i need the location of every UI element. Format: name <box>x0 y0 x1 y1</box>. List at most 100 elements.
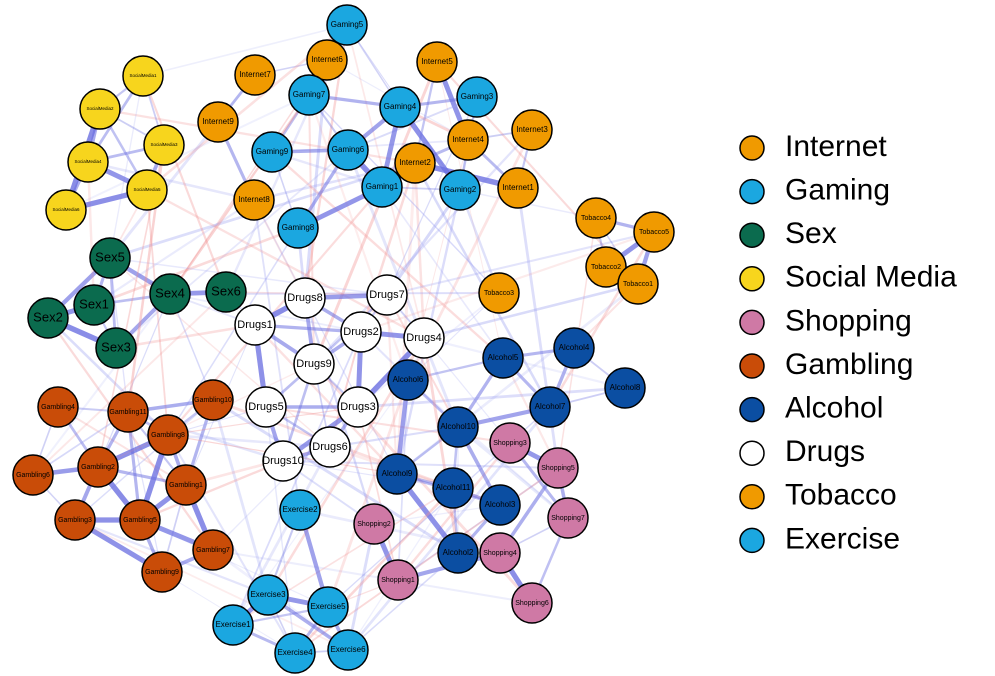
node <box>247 574 289 616</box>
edge <box>93 199 255 306</box>
node <box>353 503 395 545</box>
node <box>245 386 287 428</box>
node <box>293 343 335 385</box>
node <box>212 604 254 646</box>
node-label: Gaming8 <box>282 223 315 232</box>
edge <box>457 425 569 520</box>
node <box>403 317 445 359</box>
legend-marker <box>739 527 765 554</box>
node <box>288 74 330 116</box>
edge <box>127 411 163 573</box>
node <box>306 39 348 81</box>
nodes: Internet7 Internet6 Internet5 Internet9 Inte… <box>12 4 675 674</box>
edge <box>32 293 171 476</box>
legend-marker <box>739 309 765 336</box>
node <box>497 167 539 209</box>
node-label: Shopping2 <box>357 521 391 528</box>
node <box>205 271 247 313</box>
node-label: Exercise4 <box>277 648 313 657</box>
legend-label: Shopping <box>785 304 912 337</box>
node-label: Drugs7 <box>369 289 404 301</box>
node <box>192 379 234 421</box>
node <box>122 55 164 97</box>
node <box>489 422 531 464</box>
node <box>439 169 481 211</box>
edge <box>423 282 639 340</box>
node <box>95 327 137 369</box>
node-label: Internet8 <box>238 195 270 204</box>
legend-label: Gaming <box>785 174 890 207</box>
node-label: Alcohol9 <box>382 469 413 478</box>
node-label: Shopping3 <box>493 440 527 447</box>
edge <box>397 467 559 581</box>
legend-label: Exercise <box>785 522 900 555</box>
legend-marker <box>739 135 765 161</box>
node <box>394 142 436 184</box>
edge <box>109 257 388 296</box>
node <box>553 327 595 369</box>
edge <box>422 337 460 554</box>
legend-label: Alcohol <box>785 392 883 425</box>
node <box>37 386 79 428</box>
edge <box>108 74 257 259</box>
edge <box>407 292 500 381</box>
node <box>234 304 276 346</box>
node-label: Drugs2 <box>343 326 378 338</box>
node <box>251 131 293 173</box>
edge <box>74 519 349 651</box>
node-label: Drugs3 <box>340 401 375 413</box>
node-label: Gambling4 <box>41 404 75 411</box>
node-label: Exercise2 <box>282 505 318 514</box>
edge <box>211 399 270 596</box>
node <box>165 464 207 506</box>
edge <box>115 323 256 350</box>
node-label: Shopping4 <box>483 550 517 557</box>
node-label: Alcohol10 <box>440 422 476 431</box>
node-label: Shopping7 <box>551 515 585 522</box>
node <box>233 179 275 221</box>
edge <box>139 519 329 608</box>
node <box>479 532 521 574</box>
node-label: Gambling7 <box>196 547 230 554</box>
edge <box>548 231 656 408</box>
node-label: Tobacco3 <box>484 290 514 297</box>
edge <box>282 460 454 489</box>
legend-label: Social Media <box>785 261 957 294</box>
node <box>234 54 276 96</box>
node <box>340 311 382 353</box>
node <box>387 359 429 401</box>
node <box>79 88 121 130</box>
legend-marker <box>739 440 765 466</box>
node <box>437 406 479 448</box>
legend-marker <box>739 222 765 248</box>
edge <box>86 161 96 306</box>
node <box>604 367 646 409</box>
node <box>119 499 161 541</box>
node <box>529 386 571 428</box>
edge <box>87 160 255 202</box>
node <box>337 386 379 428</box>
legend-marker <box>739 353 765 379</box>
edge <box>347 552 459 651</box>
edge <box>385 189 462 296</box>
node <box>547 497 589 539</box>
node <box>45 189 87 231</box>
edge <box>423 336 626 390</box>
node-label: Gambling3 <box>58 517 92 524</box>
edge <box>346 523 376 651</box>
node <box>326 4 368 46</box>
node-label: Gambling11 <box>109 409 146 416</box>
node-label: Drugs8 <box>287 292 322 304</box>
node <box>432 467 474 509</box>
node-label: Exercise1 <box>215 620 251 629</box>
node <box>126 169 168 211</box>
node-label: Sex5 <box>95 249 125 264</box>
edge <box>146 189 169 436</box>
node <box>377 559 419 601</box>
node <box>361 166 403 208</box>
node <box>262 440 304 482</box>
node-label: Gambling2 <box>81 464 115 471</box>
node-label: Gaming9 <box>256 147 289 156</box>
node-label: Exercise3 <box>250 590 286 599</box>
node-label: SocialMedia1 <box>129 73 157 78</box>
